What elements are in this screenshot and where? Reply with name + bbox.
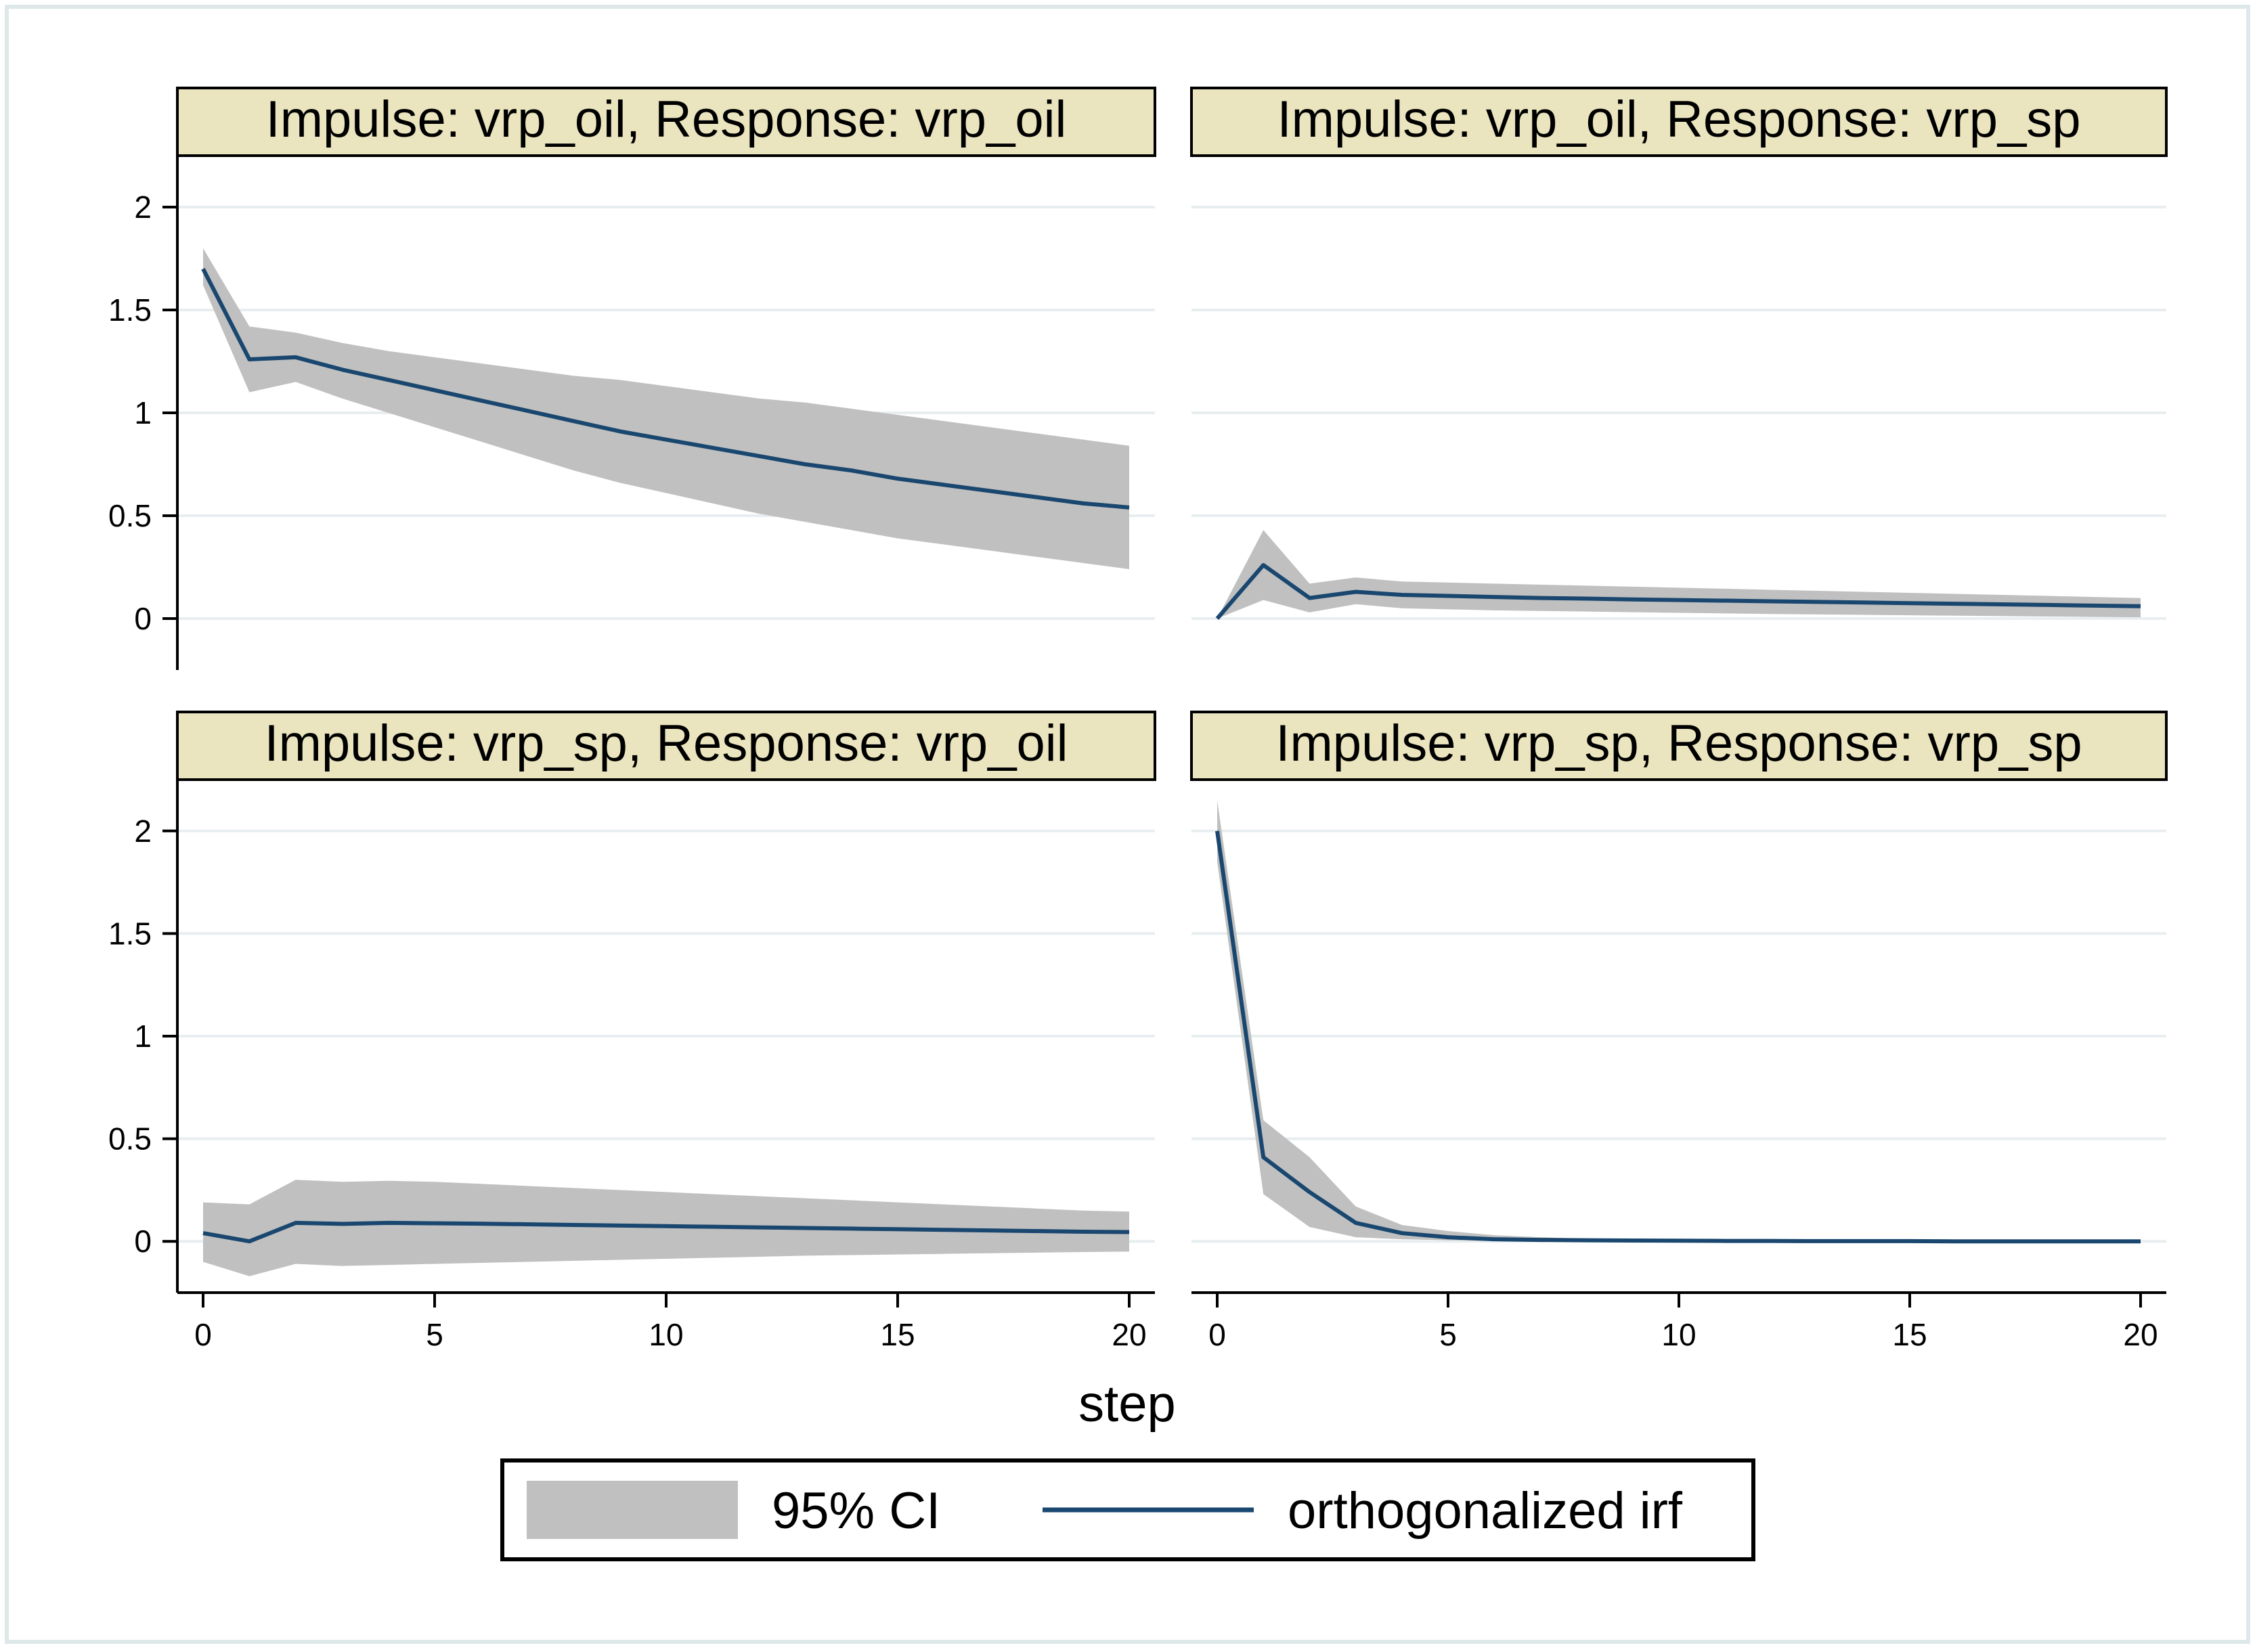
x-tick-label: 20	[2123, 1317, 2158, 1352]
panel-title: Impulse: vrp_oil, Response: vrp_oil	[266, 91, 1067, 148]
y-tick-label: 0	[134, 1224, 152, 1259]
panel-title-box	[176, 711, 1156, 781]
x-tick-label: 15	[1892, 1317, 1927, 1352]
panel-title-box	[1190, 711, 2168, 781]
panel-title-box	[1190, 87, 2168, 157]
legend-irf-label: orthogonalized irf	[1288, 1482, 1683, 1540]
panel-title-box	[176, 87, 1156, 157]
legend-ci-label: 95% CI	[772, 1482, 940, 1540]
panel-title: Impulse: vrp_oil, Response: vrp_sp	[1277, 91, 2080, 148]
x-tick-label: 20	[1112, 1317, 1146, 1352]
y-tick-label: 1.5	[108, 292, 152, 328]
panel-3: Impulse: vrp_sp, Response: vrp_oil 0 0.5 1 1…	[108, 711, 1156, 1352]
panel-2: Impulse: vrp_oil, Response: vrp_sp	[1190, 87, 2168, 620]
x-tick-label: 15	[880, 1317, 915, 1352]
panel-title: Impulse: vrp_sp, Response: vrp_sp	[1275, 715, 2082, 772]
y-tick-label: 1	[134, 1019, 152, 1054]
panels-layer: Impulse: vrp_oil, Response: vrp_oil 0 0.5 1…	[108, 87, 2168, 1352]
y-tick-label: 2	[134, 189, 152, 225]
panel-1: Impulse: vrp_oil, Response: vrp_oil 0 0.5 1…	[108, 87, 1156, 670]
y-tick-label: 0.5	[108, 498, 152, 533]
irf-line	[1215, 830, 2141, 1244]
panel-4: Impulse: vrp_sp, Response: vrp_sp 0 5 10 15 2…	[1190, 711, 2168, 1352]
x-tick-label: 10	[1661, 1317, 1696, 1352]
x-tick-label: 10	[649, 1317, 683, 1352]
x-tick-label: 0	[1208, 1317, 1226, 1352]
y-tick-label: 1	[134, 395, 152, 430]
x-tick-label: 0	[194, 1317, 212, 1352]
x-axis-title: step	[1078, 1375, 1176, 1433]
panel-title: Impulse: vrp_sp, Response: vrp_oil	[264, 715, 1068, 772]
y-tick-label: 2	[134, 813, 152, 849]
ci-band	[203, 248, 1129, 570]
y-tick-label: 0	[134, 601, 152, 636]
x-tick-label: 5	[1439, 1317, 1457, 1352]
irf-line	[1215, 562, 2141, 620]
x-tick-label: 5	[426, 1317, 443, 1352]
y-tick-label: 1.5	[108, 916, 152, 951]
y-tick-label: 0.5	[108, 1121, 152, 1157]
irf-line	[201, 267, 1130, 510]
irf-line	[202, 1220, 1130, 1244]
outer-frame	[5, 5, 2250, 1644]
ci-band	[1217, 800, 2141, 1242]
legend: 95% CI orthogonalized irf	[500, 1458, 1755, 1561]
legend-ci-swatch	[527, 1481, 738, 1539]
